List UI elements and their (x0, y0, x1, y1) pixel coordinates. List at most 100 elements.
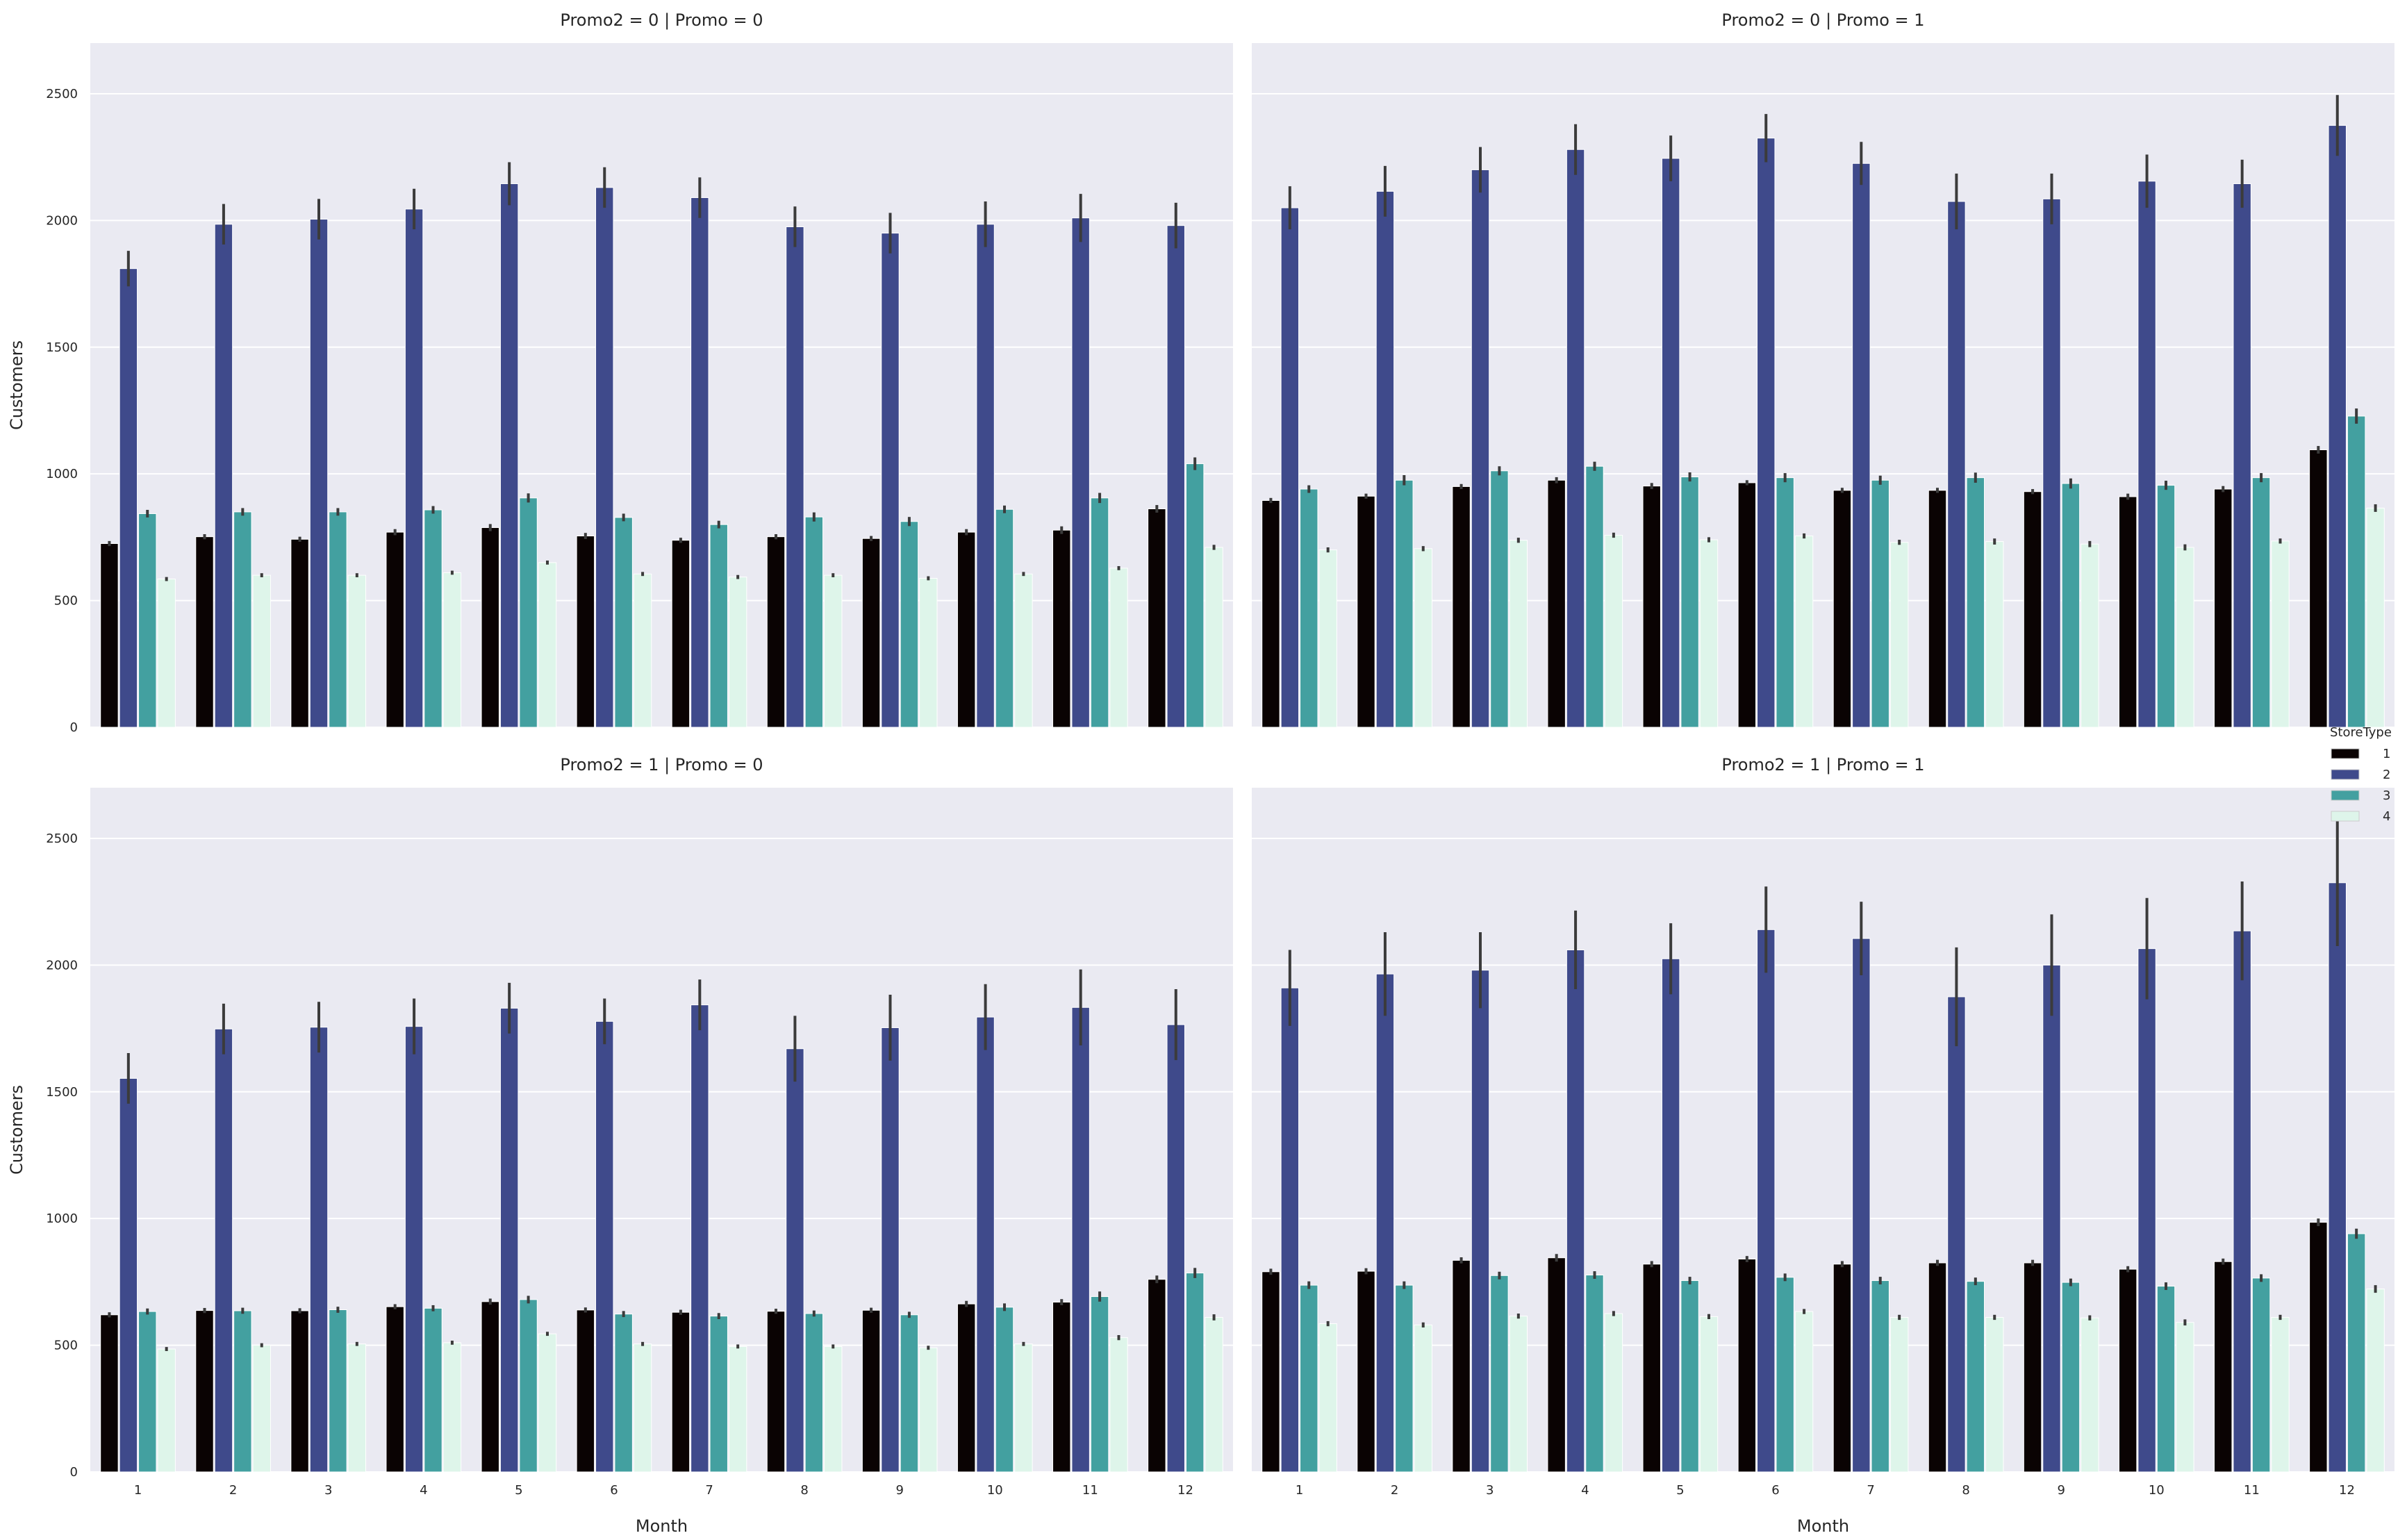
bar-storetype-1-month-11 (2214, 1261, 2233, 1473)
x-tick-label: 10 (2149, 1483, 2165, 1498)
bar-storetype-1-month-6 (1737, 1259, 1757, 1473)
bar-storetype-3-month-12 (2347, 415, 2366, 728)
bar-storetype-4-month-8 (1985, 1316, 2004, 1473)
bar-storetype-2-month-4 (404, 1026, 424, 1473)
bar-storetype-3-month-3 (329, 511, 347, 728)
plot-background (90, 788, 1233, 1472)
x-tick-label: 10 (987, 1483, 1003, 1498)
x-tick-label: 12 (1177, 1483, 1193, 1498)
bar-storetype-4-month-4 (1604, 1313, 1623, 1473)
bar-storetype-3-month-1 (1300, 488, 1318, 728)
bar-storetype-4-month-6 (633, 1343, 652, 1473)
bar-storetype-3-month-3 (1490, 470, 1509, 728)
bar-storetype-4-month-2 (252, 1345, 271, 1473)
bar-storetype-4-month-4 (442, 572, 462, 728)
bar-storetype-1-month-11 (2214, 488, 2233, 728)
bar-storetype-3-month-1 (138, 1311, 157, 1473)
bar-storetype-2-month-4 (404, 208, 424, 728)
bar-storetype-4-month-12 (1205, 547, 1223, 728)
bar-storetype-3-month-10 (995, 1307, 1014, 1473)
bar-storetype-4-month-10 (2176, 547, 2194, 728)
y-tick-label: 2000 (46, 958, 78, 972)
x-tick-label: 7 (705, 1483, 713, 1498)
bar-storetype-1-month-4 (1547, 1257, 1566, 1473)
bar-storetype-1-month-8 (1928, 490, 1947, 728)
bar-storetype-1-month-6 (1737, 482, 1757, 728)
legend-label-4: 4 (2383, 809, 2390, 824)
bar-storetype-4-month-10 (1014, 1343, 1033, 1473)
bar-storetype-3-month-10 (995, 508, 1014, 728)
legend-entries: 1 2 3 4 (2331, 747, 2390, 824)
plot-background (1252, 43, 2394, 727)
x-tick-label: 6 (1771, 1483, 1779, 1498)
bar-storetype-1-month-4 (1547, 479, 1566, 728)
legend: StoreType 1 2 3 4 (2330, 725, 2392, 824)
x-tick-label: 3 (324, 1483, 332, 1498)
bar-storetype-4-month-5 (538, 1333, 557, 1473)
bar-storetype-2-month-3 (309, 219, 329, 728)
bar-storetype-2-month-12 (2328, 125, 2347, 728)
x-tick-label: 7 (1867, 1483, 1874, 1498)
bar-storetype-2-month-6 (595, 1020, 614, 1473)
bar-storetype-2-month-12 (1166, 1024, 1185, 1473)
bar-storetype-1-month-1 (100, 1314, 119, 1473)
bar-storetype-2-month-11 (1071, 217, 1090, 728)
bar-storetype-4-month-8 (824, 574, 843, 728)
bar-storetype-2-month-8 (786, 1048, 804, 1473)
bar-storetype-4-month-5 (1699, 1316, 1719, 1473)
bar-storetype-3-month-4 (1585, 1275, 1604, 1473)
bar-storetype-1-month-2 (195, 1310, 214, 1473)
x-tick-label: 1 (134, 1483, 142, 1498)
bar-storetype-3-month-5 (1680, 477, 1699, 728)
x-tick-label: 2 (229, 1483, 237, 1498)
bar-storetype-1-month-3 (290, 1310, 309, 1473)
bar-storetype-1-month-3 (1452, 486, 1471, 728)
x-axis-label: Month (1797, 1516, 1849, 1536)
y-tick-label: 500 (54, 1339, 78, 1353)
bar-storetype-3-month-2 (1395, 479, 1414, 728)
bar-storetype-2-month-7 (690, 1004, 709, 1473)
x-tick-label: 8 (800, 1483, 808, 1498)
bar-storetype-2-month-3 (1471, 970, 1490, 1473)
bar-storetype-4-month-4 (442, 1342, 462, 1473)
bar-storetype-4-month-12 (1205, 1316, 1223, 1473)
x-tick-label: 9 (2057, 1483, 2065, 1498)
bar-storetype-1-month-4 (386, 1306, 404, 1473)
bar-storetype-2-month-8 (786, 226, 804, 728)
bar-storetype-2-month-9 (881, 1027, 900, 1473)
bar-storetype-4-month-2 (1414, 1324, 1432, 1473)
bar-storetype-2-month-2 (1375, 973, 1395, 1473)
bar-storetype-1-month-2 (1357, 1270, 1375, 1473)
x-tick-label: 4 (420, 1483, 427, 1498)
bar-storetype-1-month-12 (2309, 449, 2328, 728)
bar-storetype-1-month-6 (576, 536, 595, 728)
plot-background (90, 43, 1233, 727)
bar-storetype-2-month-9 (2042, 964, 2061, 1473)
legend-label-1: 1 (2383, 747, 2390, 761)
bar-storetype-3-month-8 (1966, 477, 1985, 728)
bar-storetype-2-month-8 (1947, 201, 1966, 728)
legend-swatch-4 (2331, 811, 2360, 822)
bar-storetype-2-month-10 (976, 1016, 995, 1473)
bar-storetype-1-month-3 (1452, 1259, 1471, 1473)
bar-storetype-2-month-5 (1661, 958, 1680, 1473)
bar-storetype-3-month-2 (233, 511, 252, 728)
bar-storetype-3-month-7 (1871, 1280, 1889, 1473)
bar-storetype-3-month-5 (1680, 1280, 1699, 1473)
bar-storetype-3-month-4 (424, 1307, 442, 1473)
x-tick-label: 11 (2244, 1483, 2260, 1498)
bar-storetype-1-month-7 (671, 1311, 690, 1473)
bar-storetype-4-month-3 (347, 574, 367, 728)
bar-storetype-1-month-5 (1642, 1264, 1661, 1473)
bar-storetype-3-month-5 (519, 1299, 538, 1473)
facet-panel-2: Promo2 = 0 | Promo = 1 (1252, 10, 2394, 728)
bar-storetype-4-month-1 (157, 579, 176, 728)
y-tick-label: 2000 (46, 213, 78, 228)
bar-storetype-4-month-3 (347, 1343, 367, 1473)
bar-storetype-4-month-12 (2366, 507, 2385, 728)
bar-storetype-3-month-4 (424, 509, 442, 728)
bar-storetype-2-month-12 (1166, 225, 1185, 728)
bar-storetype-1-month-8 (1928, 1262, 1947, 1473)
bar-storetype-3-month-9 (900, 521, 919, 728)
